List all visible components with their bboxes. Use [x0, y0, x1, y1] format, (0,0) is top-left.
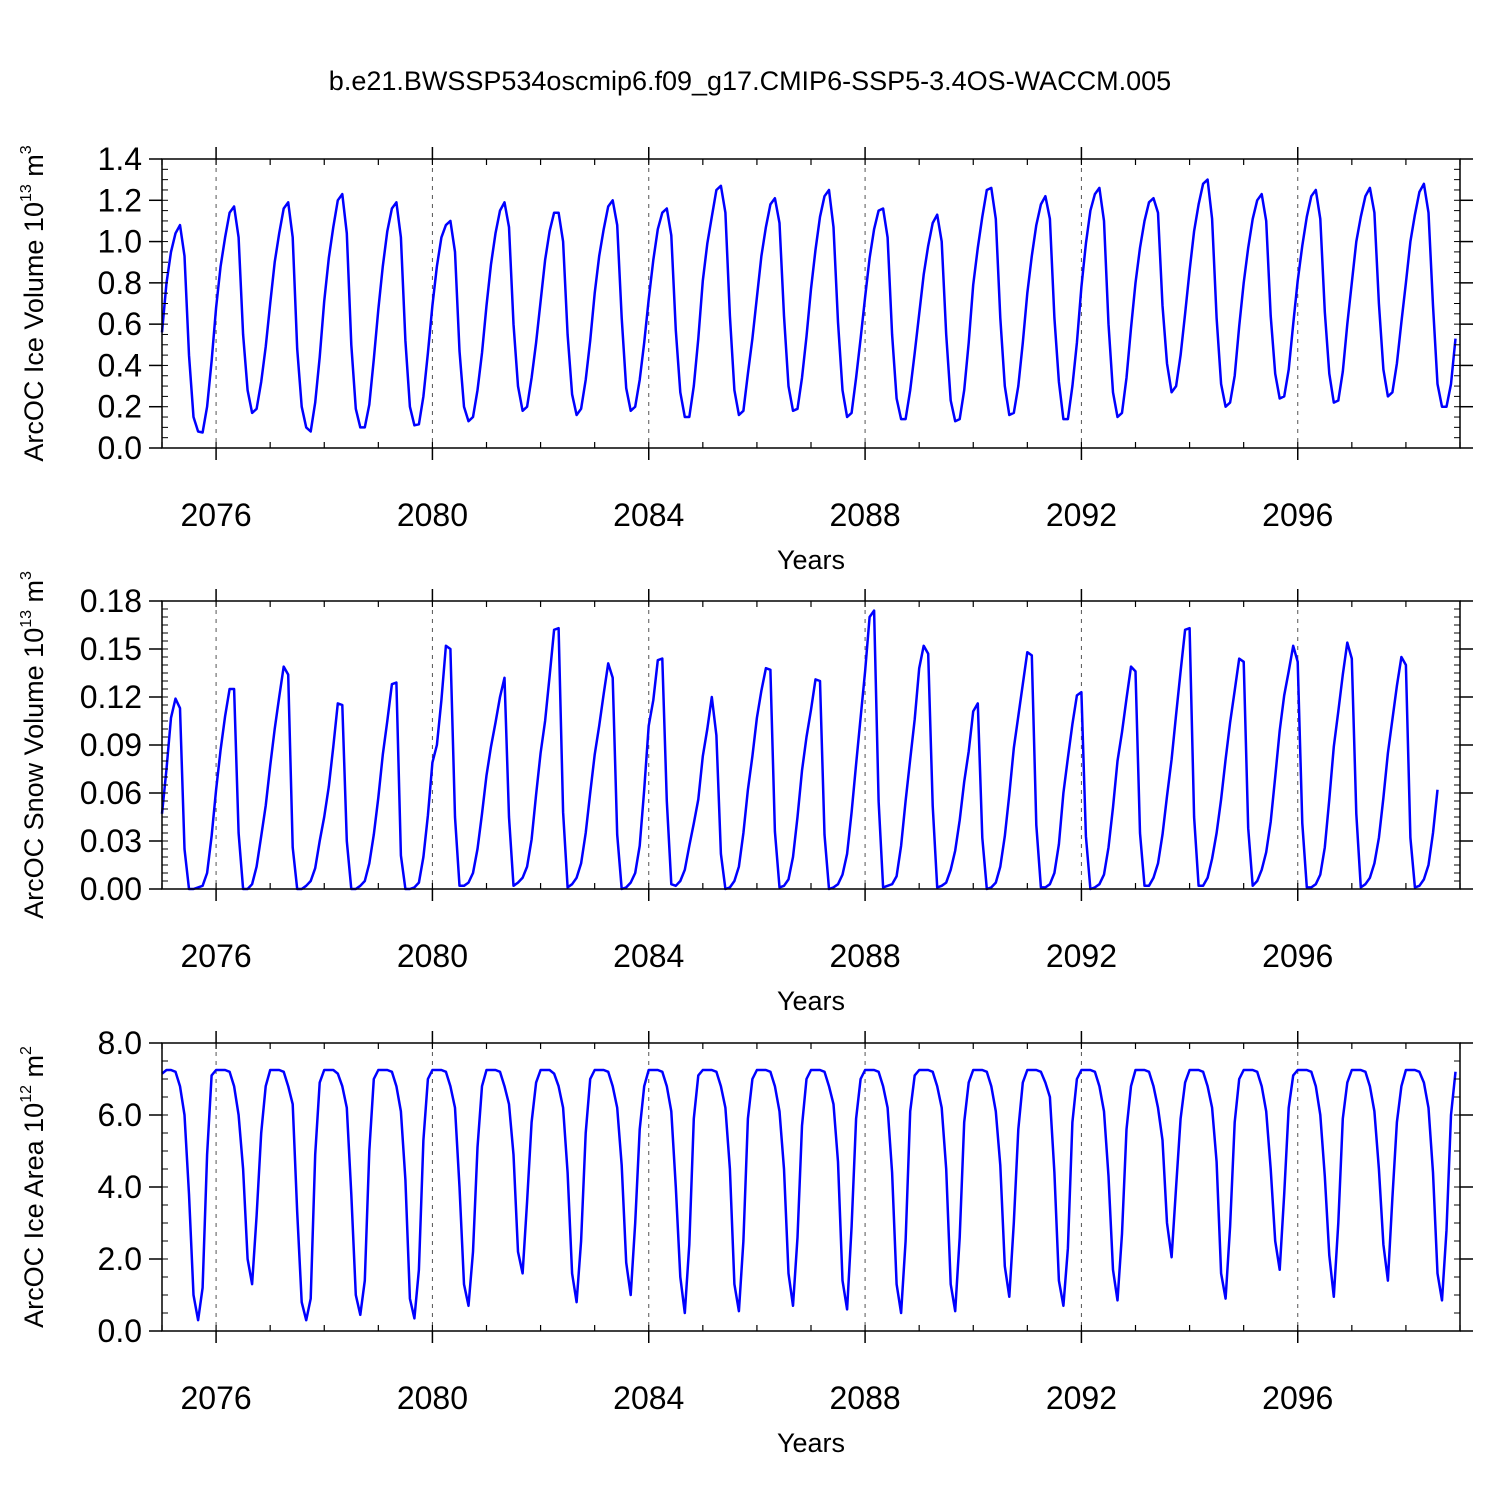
- x-axis-label: Years: [777, 545, 845, 575]
- panels: 2076 2080 2084 2088 2092 2096 0.0 0.2 0.4 0.6 0.8 1…: [18, 141, 1473, 1458]
- y-tick-label: 0.09: [80, 727, 142, 763]
- y-tick-label: 0.0: [98, 1313, 142, 1349]
- panel-3: 2076 2080 2084 2088 2092 2096 0.0 2.0 4.0 6.0 8.0 Y…: [18, 1025, 1473, 1458]
- x-tick-label: 2096: [1262, 938, 1333, 974]
- y-axis-label: ArcOC Snow Volume 1013 m3: [18, 571, 49, 919]
- x-tick-label: 2076: [180, 497, 251, 533]
- x-tick-label: 2076: [180, 938, 251, 974]
- y-axis-label-superscript: 12: [18, 1085, 35, 1103]
- y-axis-label: ArcOC Ice Area 1012 m2: [18, 1046, 49, 1328]
- panel-1: 2076 2080 2084 2088 2092 2096 0.0 0.2 0.4 0.6 0.8 1…: [18, 141, 1473, 575]
- y-axis-label-superscript: 13: [18, 184, 35, 202]
- x-tick-label: 2092: [1046, 938, 1117, 974]
- y-tick-label: 0.18: [80, 583, 142, 619]
- y-tick-label: 0.6: [98, 306, 142, 342]
- series-line: [160, 609, 1439, 891]
- y-axis-label-superscript: 2: [18, 1046, 35, 1055]
- x-tick-label: 2080: [397, 938, 468, 974]
- x-axis-label: Years: [777, 1428, 845, 1458]
- series-line: [161, 1068, 1457, 1322]
- y-tick-label: 4.0: [98, 1169, 142, 1205]
- y-tick-label: 0.12: [80, 679, 142, 715]
- y-axis-label-part: ArcOC Ice Area 10: [19, 1103, 49, 1328]
- y-axis-label: ArcOC Ice Volume 1013 m3: [18, 145, 49, 461]
- y-axis-label-part: ArcOC Ice Volume 10: [19, 202, 49, 462]
- y-axis-label-part: ArcOC Snow Volume 10: [19, 628, 49, 919]
- y-axis-label-superscript: 3: [18, 145, 35, 154]
- y-tick-label: 6.0: [98, 1097, 142, 1133]
- x-tick-label: 2076: [180, 1380, 251, 1416]
- y-tick-label: 0.00: [80, 871, 142, 907]
- x-tick-label: 2088: [829, 497, 900, 533]
- x-tick-label: 2088: [829, 938, 900, 974]
- panel-2: 2076 2080 2084 2088 2092 2096 0.00 0.03 0.06 0.09…: [18, 571, 1473, 1016]
- x-tick-label: 2088: [829, 1380, 900, 1416]
- y-tick-label: 1.4: [98, 141, 142, 177]
- y-tick-label: 0.4: [98, 347, 142, 383]
- y-axis-label-superscript: 3: [18, 571, 35, 580]
- y-axis-label-part: m: [19, 154, 49, 184]
- x-tick-label: 2096: [1262, 497, 1333, 533]
- y-tick-label: 0.03: [80, 823, 142, 859]
- series-line: [160, 178, 1457, 434]
- y-tick-label: 1.0: [98, 224, 142, 260]
- figure-title: b.e21.BWSSP534oscmip6.f09_g17.CMIP6-SSP5…: [329, 66, 1171, 96]
- y-tick-label: 2.0: [98, 1241, 142, 1277]
- x-tick-label: 2092: [1046, 497, 1117, 533]
- y-tick-label: 0.15: [80, 631, 142, 667]
- y-tick-label: 0.8: [98, 265, 142, 301]
- x-tick-label: 2092: [1046, 1380, 1117, 1416]
- y-tick-label: 1.2: [98, 182, 142, 218]
- x-tick-label: 2084: [613, 497, 684, 533]
- x-tick-label: 2080: [397, 497, 468, 533]
- x-tick-label: 2084: [613, 938, 684, 974]
- x-tick-label: 2080: [397, 1380, 468, 1416]
- y-tick-label: 0.2: [98, 389, 142, 425]
- x-tick-label: 2096: [1262, 1380, 1333, 1416]
- y-axis-label-superscript: 13: [18, 610, 35, 628]
- y-tick-label: 8.0: [98, 1025, 142, 1061]
- x-axis-label: Years: [777, 986, 845, 1016]
- y-axis-label-part: m: [19, 580, 49, 610]
- x-tick-label: 2084: [613, 1380, 684, 1416]
- y-tick-label: 0.06: [80, 775, 142, 811]
- y-tick-label: 0.0: [98, 430, 142, 466]
- y-axis-label-part: m: [19, 1055, 49, 1085]
